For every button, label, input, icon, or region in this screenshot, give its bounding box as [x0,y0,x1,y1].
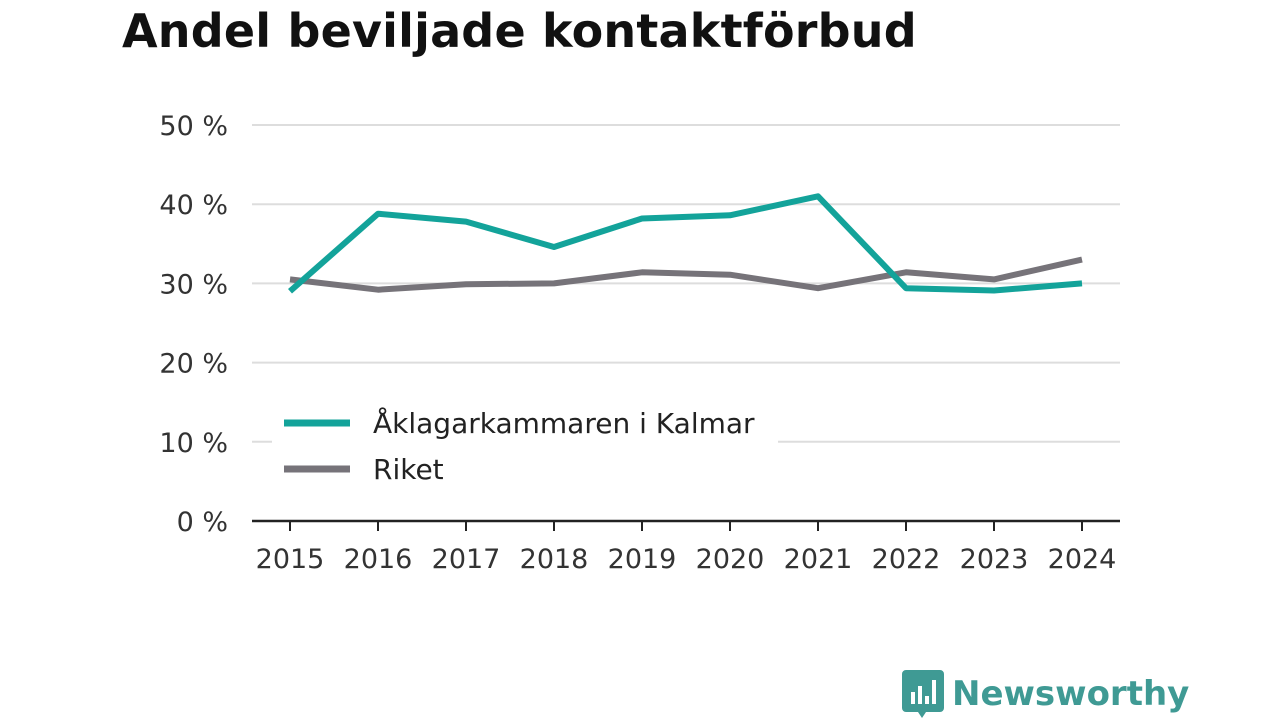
brand-name: Newsworthy [952,674,1190,714]
x-tick-label: 2018 [520,544,589,575]
x-tick-label: 2015 [256,544,325,575]
x-tick-label: 2020 [696,544,765,575]
x-tick-label: 2016 [344,544,413,575]
y-tick-label: 0 % [177,507,228,538]
x-tick-label: 2019 [608,544,677,575]
x-tick-label: 2021 [784,544,853,575]
legend: Åklagarkammaren i Kalmar Riket [284,406,755,486]
x-axis-tick-labels: 2015 2016 2017 2018 2019 2020 2021 2022 2023 2024 [256,544,1117,575]
y-tick-label: 30 % [159,269,228,300]
y-tick-label: 10 % [159,428,228,459]
x-tick-label: 2022 [872,544,941,575]
legend-label: Åklagarkammaren i Kalmar [373,406,755,440]
series-line-1 [289,256,1083,293]
legend-label: Riket [373,453,444,486]
x-tick-label: 2023 [960,544,1029,575]
y-tick-label: 20 % [159,349,228,380]
y-axis-tick-labels: 0 % 10 % 20 % 30 % 40 % 50 % [159,111,228,538]
legend-background [272,398,778,498]
y-tick-label: 40 % [159,190,228,221]
x-tick-label: 2017 [432,544,501,575]
newsworthy-chart-bubble-icon [902,670,944,718]
y-tick-label: 50 % [159,111,228,142]
brand-logo: Newsworthy [902,670,1189,718]
grid-lines [252,124,1120,443]
chart-title: Andel beviljade kontaktförbud [122,4,917,58]
x-tick-label: 2024 [1048,544,1117,575]
x-axis [252,519,1120,531]
series-line-0 [288,193,1083,294]
series-lines [288,193,1083,294]
legend-box [272,398,778,498]
